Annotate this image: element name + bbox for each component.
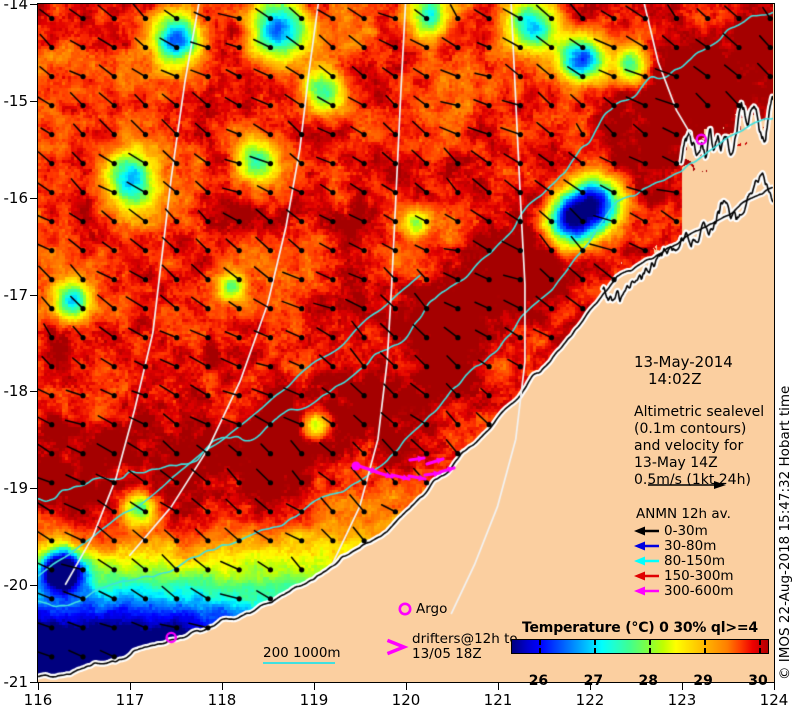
y-tick xyxy=(30,4,37,5)
colorbar-tick-label: 26 xyxy=(528,673,549,689)
x-tick xyxy=(774,683,775,690)
imos-credit: © IMOS 22-Aug-2018 15:47:32 Hobart time xyxy=(777,385,793,680)
anmn-legend-rows: 0-30m 30-80m 80-150m 150-300m 300-600m xyxy=(634,522,734,599)
map-plot-area[interactable] xyxy=(37,3,775,683)
x-tick xyxy=(222,683,223,690)
argo-circle-icon xyxy=(398,602,412,616)
y-tick xyxy=(30,585,37,587)
colorbar-tick xyxy=(594,639,596,645)
colorbar-tick xyxy=(649,639,651,645)
anmn-arrow-icon xyxy=(634,526,659,535)
x-tick-label: 122 xyxy=(575,691,605,709)
map-overlays xyxy=(38,4,773,681)
bathymetry-key-label: 200 1000m xyxy=(263,645,341,661)
colorbar-tick-labels: 26 27 28 29 30 xyxy=(511,654,769,689)
x-tick-label: 120 xyxy=(391,691,421,709)
anmn-legend-item: 300-600m xyxy=(634,582,734,599)
colorbar-tick xyxy=(759,648,761,654)
anmn-legend-title: ANMN 12h av. xyxy=(636,506,731,522)
colorbar-tick xyxy=(649,648,651,654)
x-tick xyxy=(590,683,591,690)
anmn-legend: ANMN 12h av. 0-30m 30-80m 80-150m 150-300m 3… xyxy=(634,506,734,599)
colorbar-tick xyxy=(704,639,706,645)
x-tick-label: 124 xyxy=(759,691,789,709)
y-tick xyxy=(30,682,37,683)
colorbar-tick-label: 29 xyxy=(693,673,713,689)
y-tick xyxy=(30,100,37,102)
y-tick-label: -15 xyxy=(3,91,29,110)
colorbar-tick xyxy=(594,648,596,654)
anmn-legend-label: 0-30m xyxy=(664,522,708,539)
anmn-arrow-icon xyxy=(634,541,659,550)
y-tick-label: -16 xyxy=(3,188,29,207)
x-tick-label: 116 xyxy=(23,691,53,709)
x-tick xyxy=(498,683,499,690)
map-time: 14:02Z xyxy=(648,370,702,388)
bathymetry-key-line xyxy=(263,662,335,664)
anmn-arrow-icon xyxy=(634,556,659,565)
x-tick xyxy=(130,683,131,690)
drifters-key-label: drifters@12h to 13/05 18Z xyxy=(412,631,518,662)
colorbar-title: Temperature (°C) 0 30% ql>=4 xyxy=(522,620,758,636)
y-tick-label: -14 xyxy=(3,0,29,13)
x-tick xyxy=(682,683,683,690)
anmn-legend-label: 80-150m xyxy=(664,552,725,569)
anmn-legend-item: 150-300m xyxy=(634,567,734,584)
anmn-arrow-icon xyxy=(634,571,659,580)
map-description: Altimetric sealevel (0.1m contours) and … xyxy=(634,404,765,488)
anmn-legend-label: 300-600m xyxy=(664,582,734,599)
colorbar-gradient xyxy=(511,639,769,654)
y-tick-label: -17 xyxy=(3,285,29,304)
y-tick-label: -18 xyxy=(3,382,29,401)
colorbar-tick-label: 30 xyxy=(748,673,768,689)
map-date: 13-May-2014 xyxy=(634,353,733,371)
argo-key: Argo xyxy=(396,601,447,617)
anmn-legend-item: 30-80m xyxy=(634,537,734,554)
colorbar-tick xyxy=(539,648,541,654)
anmn-legend-item: 0-30m xyxy=(634,522,734,539)
x-tick xyxy=(406,683,407,690)
y-tick-label: -19 xyxy=(3,479,29,498)
x-tick-label: 119 xyxy=(299,691,329,709)
y-tick xyxy=(30,197,37,199)
x-tick-label: 118 xyxy=(207,691,237,709)
x-tick xyxy=(38,683,39,690)
drifters-key: drifters@12h to 13/05 18Z xyxy=(386,632,518,662)
anmn-arrow-icon xyxy=(634,586,659,595)
anmn-legend-item: 80-150m xyxy=(634,552,734,569)
x-tick-label: 117 xyxy=(115,691,145,709)
colorbar-tick xyxy=(704,648,706,654)
bathymetry-key: 200 1000m xyxy=(263,645,341,664)
y-tick xyxy=(30,391,37,393)
anmn-legend-label: 150-300m xyxy=(664,567,734,584)
drifter-arrow-icon xyxy=(386,638,409,656)
y-tick xyxy=(30,294,37,296)
colorbar: Temperature (°C) 0 30% ql>=4 26 27 28 29 30 xyxy=(511,620,769,689)
argo-key-label: Argo xyxy=(416,600,448,617)
x-tick-label: 121 xyxy=(483,691,513,709)
x-tick xyxy=(314,683,315,690)
colorbar-tick xyxy=(759,639,761,645)
x-tick-label: 123 xyxy=(667,691,697,709)
velocity-scale-arrow xyxy=(648,481,726,489)
colorbar-tick-label: 27 xyxy=(583,673,604,689)
y-tick-label: -21 xyxy=(3,673,29,691)
colorbar-tick-label: 28 xyxy=(638,673,658,689)
colorbar-tick xyxy=(539,639,541,645)
y-tick xyxy=(30,488,37,490)
anmn-legend-label: 30-80m xyxy=(664,537,717,554)
y-tick-label: -20 xyxy=(3,576,29,595)
